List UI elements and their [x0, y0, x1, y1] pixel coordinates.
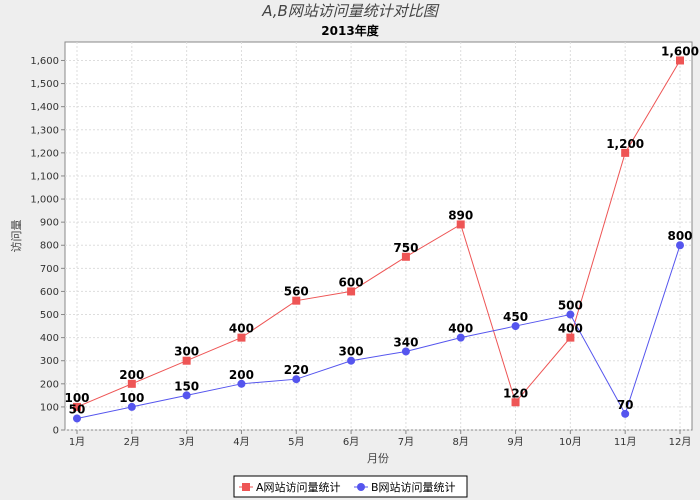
- data-point-square: [456, 220, 465, 229]
- data-label: 120: [503, 386, 528, 400]
- y-tick-label: 600: [40, 287, 59, 298]
- data-label: 400: [448, 322, 473, 336]
- x-tick-label: 9月: [507, 436, 523, 448]
- data-point-square: [676, 56, 684, 65]
- x-tick-label: 12月: [669, 436, 692, 448]
- y-tick-label: 0: [53, 426, 59, 437]
- legend-box: [233, 475, 468, 498]
- y-tick-label: 1,400: [30, 102, 59, 113]
- y-tick-label: 700: [40, 264, 59, 275]
- data-point-circle: [456, 333, 465, 342]
- data-label: 1,600: [661, 44, 699, 58]
- data-point-circle: [347, 356, 356, 365]
- data-point-circle: [127, 402, 136, 411]
- data-point-circle: [182, 391, 191, 400]
- data-point-circle: [73, 414, 81, 423]
- data-label: 100: [64, 391, 89, 405]
- data-label: 70: [617, 398, 634, 412]
- data-label: 450: [503, 310, 528, 324]
- data-label: 200: [229, 368, 254, 382]
- legend: A网站访问量统计 B网站访问量统计: [233, 475, 468, 498]
- y-tick-label: 100: [40, 402, 59, 413]
- data-point-circle: [676, 241, 684, 250]
- y-axis-label: 访问量: [10, 220, 23, 253]
- data-label: 800: [667, 229, 692, 243]
- data-point-circle: [621, 409, 630, 418]
- x-axis-label: 月份: [367, 452, 389, 465]
- y-tick-label: 1,600: [30, 56, 59, 67]
- data-label: 400: [558, 322, 583, 336]
- y-axis: 0 100 200 300 400 500 600 700 800 900 1,000 1,100 1,…: [30, 56, 65, 437]
- data-point-circle: [401, 347, 410, 356]
- chart-subtitle: 2013年度: [321, 23, 379, 38]
- data-label: 400: [229, 322, 254, 336]
- data-point-square: [621, 148, 630, 157]
- legend-marker-circle: [357, 483, 365, 491]
- chart-title: A,B网站访问量统计对比图: [261, 2, 440, 20]
- data-label: 150: [174, 379, 199, 393]
- data-label: 750: [393, 241, 418, 255]
- legend-marker-square: [242, 483, 250, 491]
- data-label: 340: [393, 335, 418, 349]
- data-point-square: [292, 296, 301, 305]
- legend-label: A网站访问量统计: [256, 480, 341, 494]
- legend-label: B网站访问量统计: [371, 480, 456, 494]
- data-label: 200: [119, 368, 144, 382]
- y-tick-label: 500: [40, 310, 59, 321]
- data-label: 220: [284, 363, 309, 377]
- y-tick-label: 1,200: [30, 148, 59, 159]
- grid-lines: [65, 42, 692, 431]
- data-label: 600: [339, 275, 364, 289]
- data-point-square: [127, 379, 136, 388]
- series-line-a: [76, 60, 681, 408]
- y-tick-label: 200: [40, 379, 59, 390]
- x-tick-label: 10月: [559, 436, 582, 448]
- data-label: 50: [69, 402, 86, 416]
- data-label: 300: [339, 345, 364, 359]
- y-tick-label: 1,000: [30, 195, 59, 206]
- data-point-square: [347, 287, 356, 296]
- data-point-square: [511, 398, 520, 407]
- data-labels: 100 200 300 400 560 600 750 890 120 400 1,200 1,600…: [64, 44, 699, 416]
- y-tick-label: 300: [40, 356, 59, 367]
- data-point-circle: [511, 322, 520, 331]
- y-tick-label: 400: [40, 333, 59, 344]
- data-label: 1,200: [606, 137, 644, 151]
- x-axis: 1月 2月 3月 4月 5月 6月 7月 8月 9月 10月 11月 12月: [69, 430, 692, 448]
- y-tick-label: 1,500: [30, 79, 59, 90]
- data-point-square: [73, 402, 81, 411]
- y-tick-label: 800: [40, 241, 59, 252]
- series-lines: [73, 56, 684, 423]
- data-point-circle: [566, 310, 575, 319]
- x-tick-label: 11月: [614, 436, 637, 448]
- data-label: 560: [284, 285, 309, 299]
- y-tick-label: 1,100: [30, 171, 59, 182]
- data-point-circle: [237, 379, 246, 388]
- x-tick-label: 1月: [69, 436, 85, 448]
- data-label: 890: [448, 208, 473, 222]
- x-tick-label: 6月: [343, 436, 359, 448]
- x-tick-label: 3月: [178, 436, 194, 448]
- data-point-square: [237, 333, 246, 342]
- x-tick-label: 2月: [124, 436, 140, 448]
- series-line-b: [76, 245, 681, 419]
- data-point-circle: [292, 375, 301, 384]
- y-tick-label: 1,300: [30, 125, 59, 136]
- data-label: 100: [119, 391, 144, 405]
- x-tick-label: 4月: [233, 436, 249, 448]
- data-point-square: [566, 333, 575, 342]
- x-tick-label: 8月: [453, 436, 469, 448]
- data-point-square: [182, 356, 191, 365]
- data-label: 500: [558, 299, 583, 313]
- data-label: 300: [174, 345, 199, 359]
- x-tick-label: 7月: [398, 436, 414, 448]
- data-point-square: [401, 252, 410, 261]
- x-tick-label: 5月: [288, 436, 304, 448]
- y-tick-label: 900: [40, 218, 59, 229]
